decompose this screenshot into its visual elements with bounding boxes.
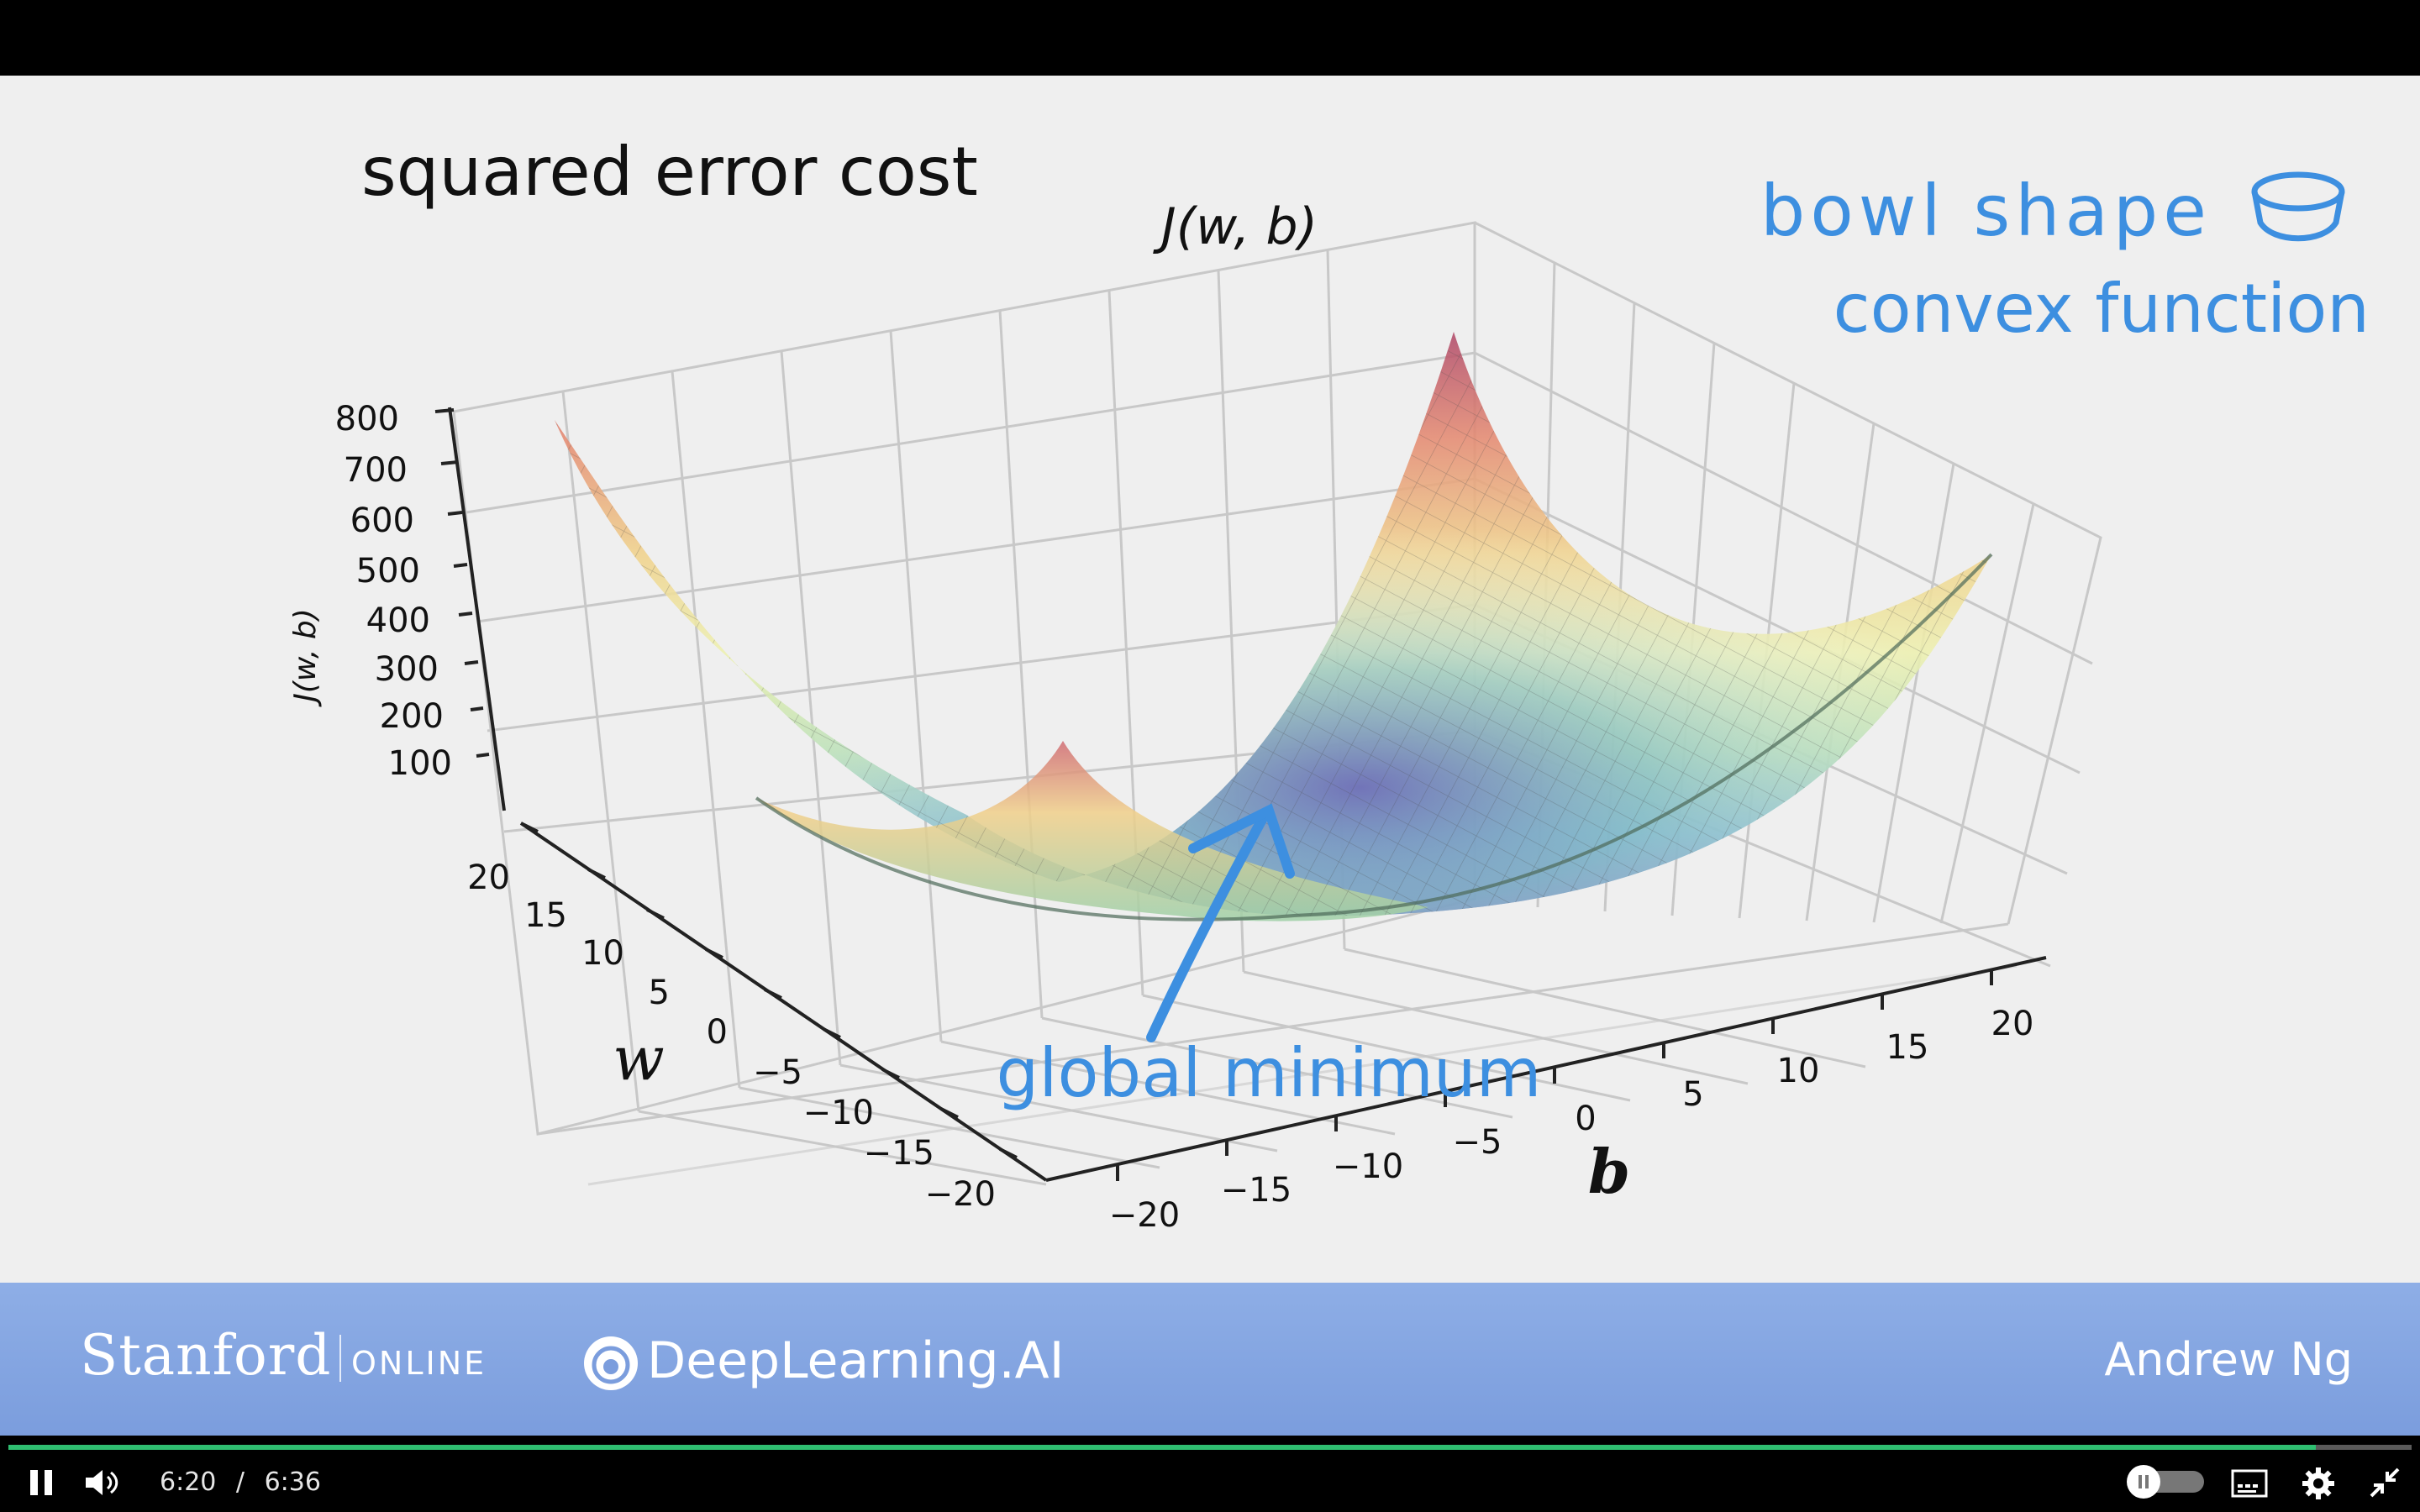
z-tick-label: 800 (335, 400, 399, 438)
global-minimum-annotation: global minimum (996, 1034, 1541, 1112)
b-axis-label: b (1588, 1136, 1630, 1207)
w-tick-label: 0 (707, 1013, 728, 1052)
b-tick-label: 15 (1886, 1028, 1929, 1067)
bowl-icon (2251, 171, 2345, 242)
z-tick-label: 200 (380, 697, 444, 736)
logo-divider (339, 1335, 341, 1382)
course-footer: Stanford ONLINE DeepLearning.AI Andrew N… (0, 1283, 2420, 1436)
b-tick-label: 5 (1682, 1075, 1703, 1114)
stanford-logo: Stanford (80, 1323, 332, 1388)
z-tick-label: 400 (366, 601, 430, 640)
w-axis-label: w (613, 1023, 665, 1094)
bowl-shape-annotation: bowl shape (1760, 170, 2212, 252)
z-tick-label: 500 (356, 552, 420, 591)
w-tick-label: 10 (581, 934, 624, 973)
axes-front (434, 407, 2047, 1182)
duration: 6:36 (264, 1467, 321, 1497)
pause-icon[interactable] (25, 1466, 59, 1499)
exit-fullscreen-icon[interactable] (2368, 1466, 2402, 1499)
b-tick-labels: −20 −15 −10 −5 0 5 10 15 20 (1109, 1005, 2034, 1235)
z-tick-label: 600 (350, 501, 414, 540)
deeplearning-name: DeepLearning.AI (647, 1331, 1065, 1390)
autoplay-toggle[interactable] (2127, 1465, 2204, 1499)
z-axis-top-label: J(w, b) (1153, 197, 1318, 256)
letterbox-top (0, 0, 2420, 76)
b-tick-label: −10 (1333, 1147, 1403, 1186)
lecture-slide: 800 700 600 500 400 300 200 100 20 15 10… (0, 76, 2420, 1283)
convex-function-annotation: convex function (1833, 270, 2370, 348)
b-tick-label: −5 (1453, 1123, 1502, 1162)
volume-icon[interactable] (82, 1466, 121, 1499)
online-label: ONLINE (351, 1345, 487, 1382)
deeplearning-logo-icon (584, 1336, 638, 1390)
w-tick-labels: 20 15 10 5 0 −5 −10 −15 −20 (467, 858, 996, 1214)
surface-plot: 800 700 600 500 400 300 200 100 20 15 10… (288, 133, 2370, 1235)
progress-bar[interactable] (8, 1445, 2412, 1450)
toggle-knob (2127, 1465, 2160, 1499)
minimum-arrow (1146, 803, 1295, 1042)
b-tick-label: 20 (1991, 1005, 2034, 1043)
z-tick-labels: 800 700 600 500 400 300 200 100 (335, 400, 452, 783)
toggle-pause-icon (2139, 1475, 2149, 1488)
z-tick-label: 300 (375, 650, 439, 689)
captions-icon[interactable] (2231, 1469, 2268, 1498)
current-time: 6:20 (160, 1467, 217, 1497)
playback-time: 6:20 / 6:36 (160, 1467, 321, 1497)
slide-title: squared error cost (361, 133, 978, 211)
w-tick-label: −15 (864, 1134, 934, 1173)
w-tick-label: −10 (803, 1094, 874, 1132)
presenter-name: Andrew Ng (2104, 1333, 2353, 1386)
cost-surface (555, 332, 1993, 921)
z-tick-label: 700 (344, 451, 408, 490)
w-tick-label: −20 (925, 1175, 996, 1214)
b-tick-label: −15 (1221, 1171, 1292, 1210)
b-tick-label: 0 (1575, 1100, 1596, 1138)
z-axis-side-label: J(w, b) (288, 608, 323, 707)
settings-icon[interactable] (2301, 1466, 2336, 1501)
progress-fill (8, 1445, 2316, 1450)
video-controls: 6:20 / 6:36 (0, 1436, 2420, 1512)
w-tick-label: 5 (649, 974, 670, 1012)
z-tick-label: 100 (388, 744, 452, 783)
b-tick-label: −20 (1109, 1196, 1180, 1235)
w-tick-label: −5 (753, 1053, 802, 1092)
w-tick-label: 20 (467, 858, 510, 897)
b-tick-label: 10 (1777, 1052, 1820, 1090)
w-tick-label: 15 (524, 896, 567, 935)
time-separator: / (235, 1467, 245, 1497)
